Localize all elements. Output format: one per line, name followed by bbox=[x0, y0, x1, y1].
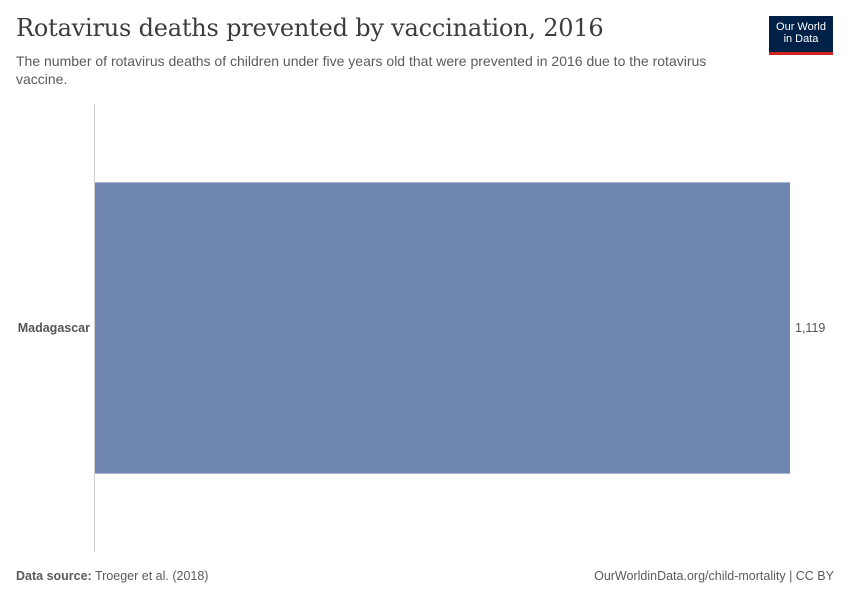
category-label: Madagascar bbox=[18, 321, 90, 335]
value-label: 1,119 bbox=[795, 321, 825, 335]
bar[interactable] bbox=[95, 182, 790, 474]
chart-title: Rotavirus deaths prevented by vaccinatio… bbox=[16, 14, 604, 42]
logo-line-2: in Data bbox=[783, 33, 819, 45]
data-source: Data source: Troeger et al. (2018) bbox=[16, 569, 208, 583]
logo-line-1: Our World bbox=[776, 21, 826, 33]
owid-logo[interactable]: Our World in Data bbox=[769, 16, 833, 55]
chart-subtitle: The number of rotavirus deaths of childr… bbox=[16, 53, 707, 87]
source-url[interactable]: OurWorldinData.org/child-mortality | CC … bbox=[594, 569, 834, 583]
data-source-label: Data source: bbox=[16, 569, 92, 583]
data-source-text: Troeger et al. (2018) bbox=[94, 569, 209, 583]
